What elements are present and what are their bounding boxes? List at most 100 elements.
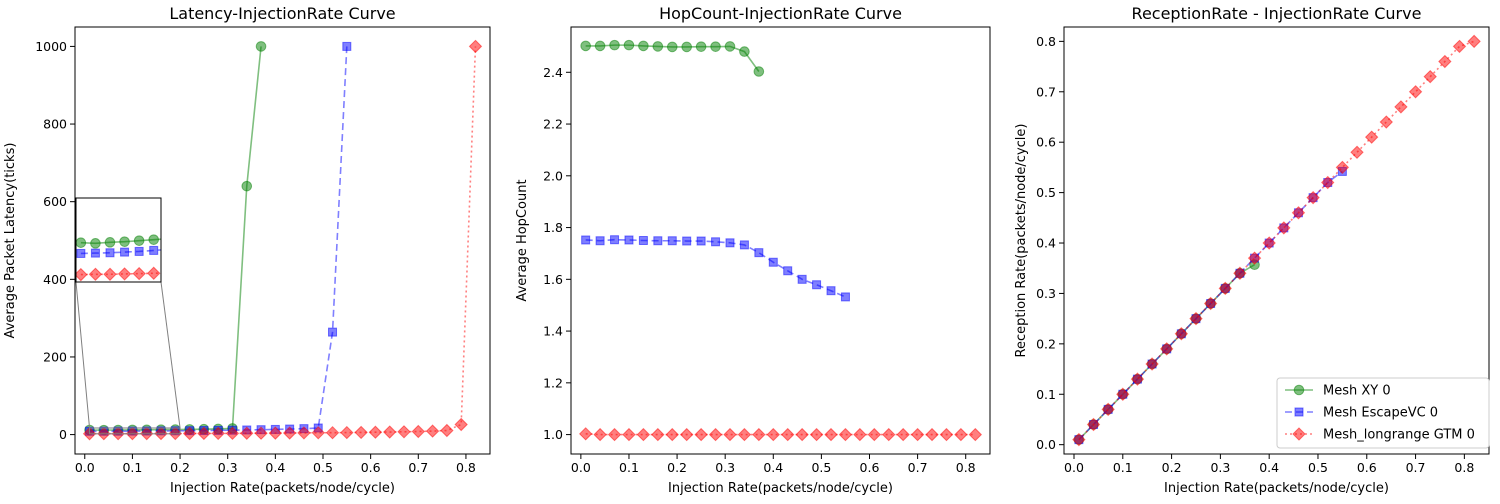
data-point: [325, 425, 340, 440]
data-point: [1101, 402, 1115, 417]
data-point: [665, 427, 679, 442]
y-tick-label: 0.0: [1036, 437, 1056, 452]
data-point: [240, 426, 254, 440]
legend-label-2: Mesh EscapeVC 0: [1323, 406, 1438, 421]
y-tick-label: 0.2: [1036, 336, 1056, 351]
data-point: [354, 425, 368, 440]
data-point: [411, 424, 425, 439]
data-point: [812, 280, 822, 290]
y-tick-label: 1.8: [543, 220, 563, 235]
legend: Mesh XY 0 Mesh EscapeVC 0 Mesh_longrange G…: [1276, 377, 1490, 449]
data-point: [609, 39, 620, 51]
x-tick-label: 0.8: [1454, 460, 1474, 475]
inset-frame: [75, 197, 162, 283]
data-point: [725, 238, 735, 248]
data-point: [623, 39, 635, 51]
inset-data-point: [117, 267, 132, 281]
x-axis-label: Injection Rate(packets/node/cycle): [170, 481, 395, 496]
y-tick-label: 1000: [35, 39, 67, 54]
data-point: [255, 41, 267, 52]
data-point: [766, 427, 780, 442]
data-point: [1306, 190, 1320, 205]
data-point: [1364, 130, 1379, 144]
data-point: [1277, 221, 1291, 235]
data-point: [1130, 372, 1145, 386]
data-point: [824, 427, 838, 442]
x-tick-label: 0.0: [571, 460, 591, 475]
x-tick-label: 0.4: [763, 460, 783, 475]
inset-connector-line: [75, 281, 91, 429]
data-point: [723, 427, 737, 442]
data-point: [268, 426, 283, 440]
data-point: [867, 427, 882, 442]
y-tick-label: 0.5: [1036, 185, 1056, 200]
data-point: [1189, 311, 1203, 326]
data-point: [311, 426, 325, 440]
inset-data-point: [76, 237, 87, 248]
data-point: [809, 427, 824, 442]
data-point: [694, 427, 708, 442]
data-point: [954, 427, 968, 442]
x-tick-label: 0.4: [265, 460, 285, 475]
legend-label-3: Mesh_longrange GTM 0: [1323, 428, 1475, 443]
y-tick-label: 0.7: [1036, 84, 1056, 99]
data-point: [681, 41, 692, 53]
x-tick-label: 0.6: [361, 460, 381, 475]
inset-data-point: [149, 245, 159, 255]
x-tick-label: 0.8: [456, 460, 476, 475]
y-tick-label: 0.6: [1036, 135, 1056, 150]
data-point: [1350, 145, 1364, 159]
data-point: [1467, 34, 1481, 49]
legend-marker-2: [1294, 407, 1304, 417]
data-point: [896, 427, 910, 442]
data-point: [282, 426, 297, 440]
data-point: [939, 427, 954, 442]
inset-data-point: [120, 247, 130, 257]
data-point: [182, 426, 197, 441]
chart-panel-1: Latency-InjectionRate Curve 0.0 0.1 0.2 0.3 0…: [3, 4, 491, 496]
data-point: [968, 427, 983, 442]
data-point: [297, 426, 311, 440]
inset-series-group: [76, 234, 161, 282]
chart-panel-3: ReceptionRate - InjectionRate Curve 0.0 0.…: [1014, 4, 1490, 496]
x-tick-label: 0.4: [1259, 460, 1279, 475]
x-tick-label: 0.1: [1113, 460, 1133, 475]
inset-connector-line: [160, 281, 181, 429]
data-point: [1145, 357, 1159, 371]
inset-data-point: [132, 266, 146, 281]
series-group: [1072, 34, 1481, 447]
legend-label-1: Mesh XY 0: [1323, 384, 1391, 399]
data-point: [652, 41, 664, 52]
inset-data-point: [90, 238, 101, 249]
data-point: [397, 425, 411, 439]
data-point: [1452, 39, 1467, 54]
data-point: [211, 426, 225, 441]
x-tick-label: 0.1: [122, 460, 142, 475]
data-point: [653, 236, 663, 246]
x-tick-label: 0.1: [619, 460, 639, 475]
data-point: [636, 427, 651, 442]
data-point: [610, 235, 620, 245]
series-group: [578, 39, 983, 442]
data-point: [838, 427, 853, 442]
y-tick-label: 0.4: [1036, 236, 1056, 251]
y-axis-label: Average Packet Latency(ticks): [3, 143, 18, 339]
data-point: [925, 427, 939, 442]
x-tick-label: 0.7: [1406, 460, 1426, 475]
data-point: [797, 274, 807, 284]
y-tick-label: 600: [43, 194, 67, 209]
x-tick-label: 0.2: [1162, 460, 1182, 475]
data-point: [1379, 115, 1393, 129]
y-tick-label: 800: [43, 117, 67, 132]
y-axis-label: Reception Rate(packets/node/cycle): [1014, 124, 1029, 358]
inset-indicator-box: [89, 427, 181, 435]
inset-data-point: [119, 236, 130, 247]
data-point: [710, 41, 721, 52]
x-tick-label: 0.5: [811, 460, 831, 475]
data-point: [1116, 387, 1130, 401]
data-point: [254, 426, 268, 440]
inset-data-point: [104, 237, 116, 248]
x-tick-label: 0.7: [908, 460, 928, 475]
y-tick-label: 400: [43, 272, 67, 287]
